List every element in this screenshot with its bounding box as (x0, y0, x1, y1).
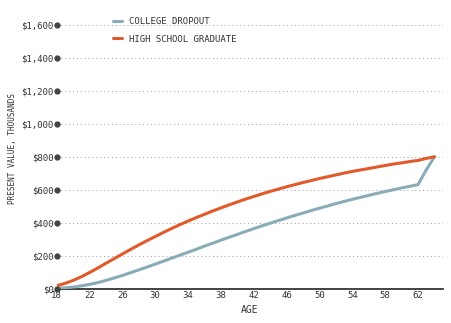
COLLEGE DROPOUT (391, 188, 396, 192)
COLLEGE DROPOUT (235, 233, 240, 236)
HIGH SCHOOL GRADUATE (87, 271, 92, 275)
COLLEGE DROPOUT (243, 230, 248, 234)
COLLEGE DROPOUT (54, 287, 59, 290)
HIGH SCHOOL GRADUATE (103, 261, 109, 265)
COLLEGE DROPOUT (276, 219, 281, 223)
COLLEGE DROPOUT (308, 209, 314, 213)
HIGH SCHOOL GRADUATE (136, 243, 142, 247)
COLLEGE DROPOUT (374, 192, 380, 195)
HIGH SCHOOL GRADUATE (276, 187, 281, 191)
HIGH SCHOOL GRADUATE (144, 239, 150, 243)
COLLEGE DROPOUT (325, 204, 330, 208)
HIGH SCHOOL GRADUATE (391, 162, 396, 166)
HIGH SCHOOL GRADUATE (202, 213, 207, 216)
HIGH SCHOOL GRADUATE (177, 223, 183, 227)
HIGH SCHOOL GRADUATE (70, 278, 76, 282)
COLLEGE DROPOUT (292, 214, 298, 217)
HIGH SCHOOL GRADUATE (54, 284, 59, 288)
COLLEGE DROPOUT (317, 206, 322, 210)
COLLEGE DROPOUT (70, 285, 76, 289)
HIGH SCHOOL GRADUATE (432, 155, 437, 159)
COLLEGE DROPOUT (169, 256, 174, 260)
HIGH SCHOOL GRADUATE (235, 200, 240, 204)
COLLEGE DROPOUT (111, 276, 117, 280)
HIGH SCHOOL GRADUATE (128, 247, 133, 251)
COLLEGE DROPOUT (128, 271, 133, 275)
HIGH SCHOOL GRADUATE (341, 171, 347, 175)
HIGH SCHOOL GRADUATE (308, 179, 314, 182)
X-axis label: AGE: AGE (241, 305, 258, 315)
HIGH SCHOOL GRADUATE (407, 160, 413, 163)
COLLEGE DROPOUT (350, 197, 355, 201)
HIGH SCHOOL GRADUATE (423, 156, 429, 160)
HIGH SCHOOL GRADUATE (399, 161, 404, 165)
COLLEGE DROPOUT (177, 253, 183, 257)
COLLEGE DROPOUT (341, 200, 347, 203)
HIGH SCHOOL GRADUATE (62, 282, 68, 286)
HIGH SCHOOL GRADUATE (218, 206, 224, 210)
COLLEGE DROPOUT (226, 235, 232, 239)
COLLEGE DROPOUT (259, 224, 265, 228)
COLLEGE DROPOUT (144, 265, 150, 269)
COLLEGE DROPOUT (251, 227, 257, 231)
HIGH SCHOOL GRADUATE (292, 183, 298, 187)
HIGH SCHOOL GRADUATE (185, 219, 191, 223)
HIGH SCHOOL GRADUATE (95, 266, 100, 270)
HIGH SCHOOL GRADUATE (267, 190, 273, 193)
HIGH SCHOOL GRADUATE (161, 231, 166, 234)
COLLEGE DROPOUT (423, 168, 429, 172)
COLLEGE DROPOUT (78, 284, 84, 288)
COLLEGE DROPOUT (202, 244, 207, 248)
Line: HIGH SCHOOL GRADUATE: HIGH SCHOOL GRADUATE (56, 157, 434, 286)
HIGH SCHOOL GRADUATE (415, 159, 421, 162)
COLLEGE DROPOUT (358, 195, 363, 199)
COLLEGE DROPOUT (210, 241, 215, 245)
HIGH SCHOOL GRADUATE (120, 252, 125, 256)
COLLEGE DROPOUT (120, 274, 125, 277)
HIGH SCHOOL GRADUATE (358, 168, 363, 172)
HIGH SCHOOL GRADUATE (317, 177, 322, 181)
COLLEGE DROPOUT (161, 259, 166, 263)
COLLEGE DROPOUT (267, 221, 273, 225)
HIGH SCHOOL GRADUATE (78, 275, 84, 279)
COLLEGE DROPOUT (407, 184, 413, 188)
HIGH SCHOOL GRADUATE (111, 257, 117, 261)
HIGH SCHOOL GRADUATE (243, 197, 248, 201)
COLLEGE DROPOUT (399, 186, 404, 190)
HIGH SCHOOL GRADUATE (374, 165, 380, 169)
COLLEGE DROPOUT (284, 216, 289, 220)
COLLEGE DROPOUT (333, 202, 339, 205)
COLLEGE DROPOUT (103, 278, 109, 282)
COLLEGE DROPOUT (415, 183, 421, 187)
HIGH SCHOOL GRADUATE (251, 194, 257, 198)
COLLEGE DROPOUT (382, 190, 388, 193)
Line: COLLEGE DROPOUT: COLLEGE DROPOUT (56, 157, 434, 288)
COLLEGE DROPOUT (193, 247, 199, 251)
COLLEGE DROPOUT (95, 281, 100, 285)
COLLEGE DROPOUT (136, 268, 142, 272)
HIGH SCHOOL GRADUATE (210, 209, 215, 213)
HIGH SCHOOL GRADUATE (325, 175, 330, 179)
HIGH SCHOOL GRADUATE (333, 173, 339, 177)
COLLEGE DROPOUT (185, 250, 191, 254)
HIGH SCHOOL GRADUATE (193, 216, 199, 220)
HIGH SCHOOL GRADUATE (284, 185, 289, 189)
HIGH SCHOOL GRADUATE (226, 203, 232, 207)
HIGH SCHOOL GRADUATE (350, 170, 355, 173)
COLLEGE DROPOUT (300, 211, 306, 215)
HIGH SCHOOL GRADUATE (300, 181, 306, 184)
HIGH SCHOOL GRADUATE (366, 167, 372, 171)
HIGH SCHOOL GRADUATE (382, 163, 388, 167)
COLLEGE DROPOUT (432, 155, 437, 159)
Y-axis label: PRESENT VALUE, THOUSANDS: PRESENT VALUE, THOUSANDS (8, 93, 17, 204)
COLLEGE DROPOUT (366, 193, 372, 197)
HIGH SCHOOL GRADUATE (259, 192, 265, 196)
COLLEGE DROPOUT (87, 283, 92, 287)
COLLEGE DROPOUT (62, 286, 68, 290)
HIGH SCHOOL GRADUATE (169, 226, 174, 230)
COLLEGE DROPOUT (152, 262, 158, 266)
HIGH SCHOOL GRADUATE (152, 235, 158, 239)
Legend: COLLEGE DROPOUT, HIGH SCHOOL GRADUATE: COLLEGE DROPOUT, HIGH SCHOOL GRADUATE (111, 16, 239, 46)
COLLEGE DROPOUT (218, 238, 224, 242)
